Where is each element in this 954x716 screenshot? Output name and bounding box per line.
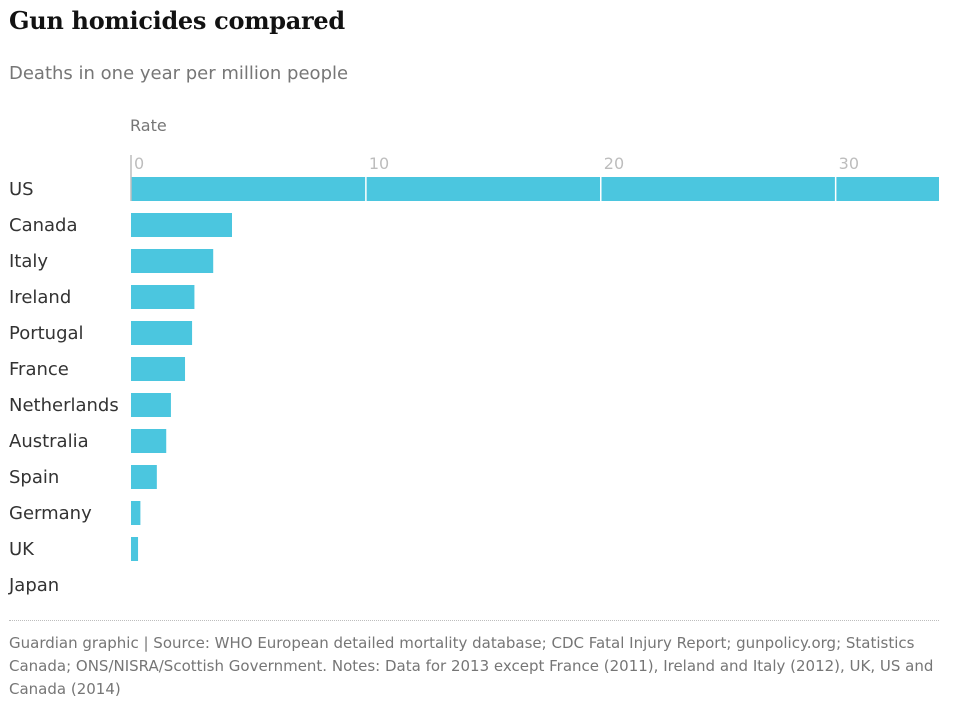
category-label-italy: Italy bbox=[9, 251, 48, 272]
category-label-portugal: Portugal bbox=[9, 323, 84, 344]
bar-us bbox=[131, 177, 939, 201]
category-label-spain: Spain bbox=[9, 467, 59, 488]
bar-canada bbox=[131, 213, 232, 237]
bar-australia bbox=[131, 429, 167, 453]
category-label-france: France bbox=[9, 359, 69, 380]
bar-ireland bbox=[131, 285, 195, 309]
category-label-uk: UK bbox=[9, 539, 35, 560]
x-tick-label: 0 bbox=[134, 154, 144, 173]
bar-spain bbox=[131, 465, 157, 489]
bar-france bbox=[131, 357, 186, 381]
category-label-australia: Australia bbox=[9, 431, 89, 452]
x-tick-label: 30 bbox=[839, 154, 859, 173]
footer-divider bbox=[9, 620, 939, 621]
chart-title: Gun homicides compared bbox=[9, 6, 345, 35]
x-tick-label: 20 bbox=[604, 154, 624, 173]
category-label-canada: Canada bbox=[9, 215, 78, 236]
category-label-ireland: Ireland bbox=[9, 287, 71, 308]
category-label-japan: Japan bbox=[8, 575, 59, 596]
category-label-germany: Germany bbox=[9, 503, 92, 524]
bar-portugal bbox=[131, 321, 193, 345]
chart-subtitle: Deaths in one year per million people bbox=[9, 63, 349, 84]
bar-netherlands bbox=[131, 393, 171, 417]
x-tick-label: 10 bbox=[369, 154, 389, 173]
bar-chart: US Canada Italy Ireland Portugal France Nether… bbox=[8, 154, 939, 596]
x-axis-label: Rate bbox=[130, 116, 167, 135]
bar-italy bbox=[131, 249, 214, 273]
bar-germany bbox=[131, 501, 141, 525]
category-label-netherlands: Netherlands bbox=[9, 395, 119, 416]
source-note: Guardian graphic | Source: WHO European … bbox=[9, 634, 934, 698]
bar-uk bbox=[131, 537, 139, 561]
category-label-us: US bbox=[9, 179, 34, 200]
